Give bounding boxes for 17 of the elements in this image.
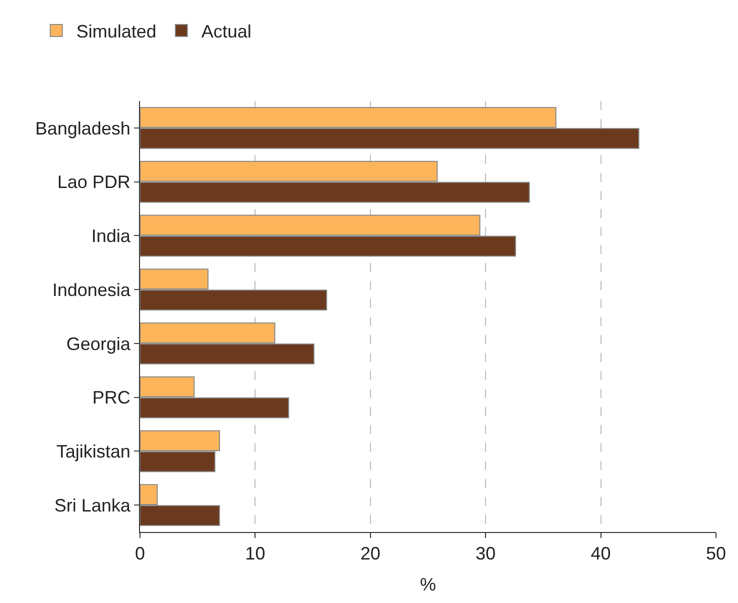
legend-label: Actual [201,22,252,42]
y-tick-label: Lao PDR [57,172,130,192]
x-tick-label: 20 [360,544,380,564]
y-tick-label: India [91,226,132,246]
x-tick-label: 30 [476,544,496,564]
x-tick-label: 10 [245,544,266,564]
y-tick-label: Bangladesh [35,118,130,138]
y-tick-label: Indonesia [52,280,132,300]
x-tick-label: 0 [134,544,146,564]
y-tick-label: Georgia [66,334,132,354]
legend-label: Simulated [76,22,156,42]
x-tick-label: 50 [706,544,726,564]
y-tick-label: Tajikistan [56,441,130,462]
x-tick-label: 40 [590,544,611,564]
y-tick-label: Sri Lanka [54,495,132,516]
y-tick-label: PRC [92,388,130,408]
x-axis-title: % [420,574,436,595]
